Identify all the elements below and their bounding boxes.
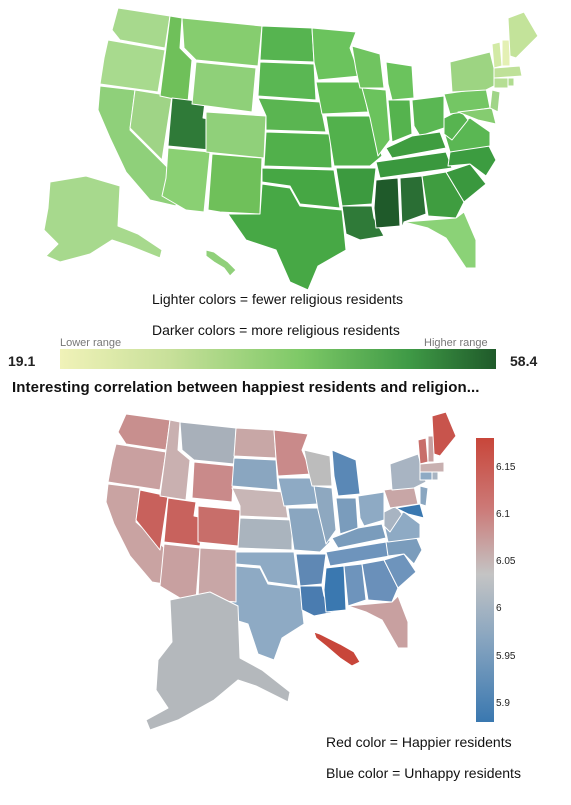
state-alaska <box>145 591 291 731</box>
state-maine <box>507 11 539 59</box>
state-wisconsin <box>351 45 385 89</box>
state-massachusetts <box>419 461 445 473</box>
state-massachusetts <box>493 65 523 79</box>
state-arizona <box>159 543 201 601</box>
state-georgia <box>421 171 465 219</box>
state-maryland <box>395 503 425 519</box>
state-idaho <box>159 15 193 103</box>
scale-higher-label: Higher range <box>424 337 488 349</box>
state-texas <box>227 183 347 290</box>
state-oregon <box>107 443 167 491</box>
state-alaska <box>43 175 163 263</box>
state-michigan <box>385 61 415 101</box>
state-indiana <box>387 99 413 143</box>
state-new-hampshire <box>427 435 435 463</box>
state-montana <box>179 421 237 465</box>
state-new-jersey <box>419 485 429 507</box>
scale-lower-label: Lower range <box>60 337 122 349</box>
state-connecticut <box>493 77 509 89</box>
state-colorado <box>205 111 267 159</box>
state-oklahoma <box>261 167 341 209</box>
state-alabama <box>343 563 367 607</box>
state-new-york <box>449 51 499 93</box>
caption-blue: Blue color = Unhappy residents <box>326 765 521 781</box>
state-mississippi <box>323 565 347 613</box>
state-south-dakota <box>231 457 279 491</box>
legend-tick: 6.1 <box>496 509 510 520</box>
state-south-carolina <box>445 163 487 203</box>
state-ohio <box>411 95 445 137</box>
caption-lighter: Lighter colors = fewer religious residen… <box>152 291 403 307</box>
state-florida <box>403 211 477 269</box>
state-kansas <box>263 131 333 169</box>
state-wyoming <box>191 61 257 113</box>
state-arkansas <box>295 553 327 587</box>
state-south-dakota <box>257 61 317 101</box>
state-alabama <box>399 175 427 229</box>
state-maine <box>431 411 457 457</box>
state-missouri <box>325 115 383 167</box>
state-tennessee <box>375 151 453 179</box>
state-indiana <box>335 497 359 535</box>
legend-tick: 5.9 <box>496 698 510 709</box>
state-washington <box>117 413 171 451</box>
state-vermont <box>491 41 503 69</box>
caption-darker: Darker colors = more religious residents <box>152 322 400 338</box>
state-new-hampshire <box>501 39 511 67</box>
state-south-carolina <box>383 553 417 589</box>
state-louisiana <box>341 205 385 241</box>
state-wisconsin <box>303 449 333 487</box>
state-arkansas <box>335 167 377 207</box>
state-idaho <box>159 419 191 501</box>
religiosity-color-scale <box>60 349 496 369</box>
scale-max-value: 58.4 <box>510 353 538 369</box>
state-rhode-island <box>431 471 439 481</box>
state-colorado <box>197 505 241 547</box>
state-nevada <box>135 489 169 551</box>
state-oklahoma <box>235 551 299 587</box>
state-rhode-island <box>507 77 515 87</box>
state-kansas <box>237 517 293 551</box>
state-maryland <box>457 107 497 125</box>
state-mississippi <box>373 177 401 229</box>
state-kentucky <box>331 523 387 549</box>
state-michigan <box>331 449 361 497</box>
state-new-york <box>389 453 427 491</box>
caption-red: Red color = Happier residents <box>326 734 512 750</box>
state-wyoming <box>191 461 235 503</box>
state-nevada <box>129 89 173 161</box>
state-nebraska <box>257 97 327 133</box>
legend-tick: 5.95 <box>496 651 516 662</box>
legend-tick: 6.15 <box>496 462 516 473</box>
state-connecticut <box>419 471 433 481</box>
legend-tick: 6.05 <box>496 556 516 567</box>
happiness-color-legend <box>476 438 494 722</box>
state-new-jersey <box>489 89 501 113</box>
state-missouri <box>287 507 331 553</box>
religiosity-map <box>43 7 539 290</box>
state-florida <box>347 595 409 649</box>
state-minnesota <box>311 27 361 81</box>
state-ohio <box>357 491 385 527</box>
state-north-dakota <box>233 427 277 459</box>
state-washington <box>111 7 171 49</box>
state-hawaii <box>205 249 237 277</box>
legend-tick: 6 <box>496 603 502 614</box>
state-new-mexico <box>207 153 263 215</box>
scale-min-value: 19.1 <box>8 353 36 369</box>
state-kentucky <box>385 131 447 159</box>
state-illinois <box>361 87 391 157</box>
state-hawaii <box>313 631 361 667</box>
state-north-dakota <box>259 25 315 63</box>
happiness-map <box>105 411 457 731</box>
state-oregon <box>99 39 166 93</box>
state-montana <box>181 17 263 67</box>
state-nebraska <box>231 487 289 519</box>
state-illinois <box>313 485 337 545</box>
headline: Interesting correlation between happiest… <box>12 379 480 396</box>
state-vermont <box>417 437 429 465</box>
